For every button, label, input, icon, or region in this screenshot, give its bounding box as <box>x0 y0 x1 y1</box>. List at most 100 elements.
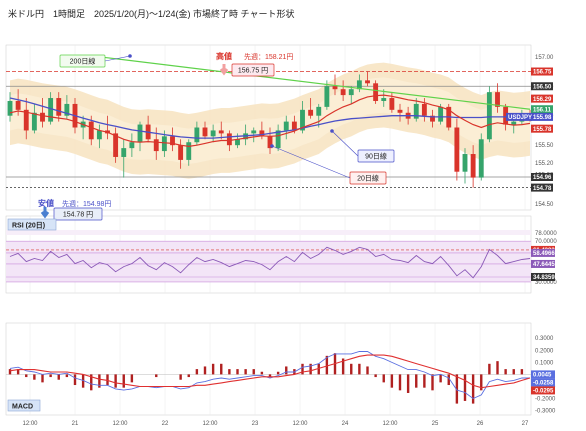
high-label: 高値 <box>216 51 232 61</box>
candle-body <box>202 127 208 137</box>
price-y-tick-label: 155.20 <box>535 161 554 167</box>
x-tick-label: 26 <box>477 421 484 427</box>
high-arrow-icon <box>219 64 229 76</box>
candle-body <box>121 148 127 157</box>
macd-hist-bar <box>358 363 361 375</box>
candle-body <box>23 109 29 131</box>
macd-hist-bar <box>65 374 69 378</box>
ma90-pointer <box>331 130 359 157</box>
x-tick-label: 21 <box>72 421 79 427</box>
candle-body <box>251 130 257 134</box>
price-tag: 154.96 <box>533 175 552 181</box>
rsi-label-box <box>7 218 57 231</box>
macd-hist-bar <box>463 374 467 401</box>
candle-body <box>259 130 265 137</box>
candle-body <box>495 92 500 107</box>
candle-body <box>88 121 94 140</box>
macd-hist-bar <box>179 374 182 380</box>
rsi-y-tick-label: 70.0000 <box>535 239 557 245</box>
candle-body <box>170 136 175 146</box>
macd-hist-bar <box>268 374 272 378</box>
macd-hist-bar <box>431 374 434 391</box>
macd-panel <box>5 322 532 416</box>
macd-hist-bar <box>488 363 491 375</box>
macd-hist-bar <box>366 366 369 375</box>
x-tick-label: 27 <box>522 421 529 427</box>
candle-body <box>137 124 143 143</box>
macd-hist-bar <box>220 363 223 375</box>
candle-body <box>210 130 216 137</box>
ma200-pointer-dot <box>128 54 132 58</box>
signal-line <box>9 354 531 389</box>
macd-hist-bar <box>504 369 507 375</box>
macd-hist-bar <box>447 374 450 386</box>
macd-hist-bar <box>236 369 239 375</box>
macd-hist-bar <box>98 374 101 388</box>
price-tag: 154.78 <box>533 186 552 192</box>
price-tag: 156.11 <box>533 107 552 113</box>
macd-hist-bar <box>520 369 524 375</box>
x-tick-label: 25 <box>432 421 439 427</box>
rsi-tag: 34.8359 <box>533 275 555 281</box>
ma90-pointer-dot <box>330 129 334 133</box>
macd-hist-bar <box>471 374 475 404</box>
high-value: 156.75 円 <box>238 67 268 75</box>
candle-body <box>438 106 444 122</box>
macd-hist-bar <box>423 374 426 388</box>
rsi-tag-bg <box>531 248 555 257</box>
candle-body <box>96 130 102 140</box>
candle-body <box>153 139 159 152</box>
candle-body <box>470 154 476 178</box>
macd-hist-bar <box>155 374 158 378</box>
macd-y-tick-label: 0.2000 <box>535 348 554 354</box>
macd-hist-bar <box>114 374 117 388</box>
price-tag-bg <box>531 183 553 192</box>
candle-body <box>389 98 395 110</box>
rsi-header-band <box>6 230 531 235</box>
macd-hist-bar <box>73 374 77 386</box>
macd-hist-bar <box>90 374 93 391</box>
ma200-pointer <box>104 55 131 62</box>
candle-body <box>348 89 354 96</box>
low-prev-week: 先週：154.98円 <box>62 199 111 208</box>
candle-body <box>365 80 370 84</box>
ma20-pointer-dot <box>270 144 274 148</box>
candle-body <box>194 127 200 143</box>
symbol-tag-bg <box>506 112 532 121</box>
low-label: 安値 <box>38 198 54 208</box>
ma90-line <box>9 97 530 139</box>
macd-hist-bar <box>276 371 280 375</box>
macd-hist-bar <box>512 369 515 375</box>
candle-body <box>291 121 297 131</box>
ma20-line <box>9 94 531 148</box>
macd-hist-bar <box>406 374 410 393</box>
macd-hist-bar <box>415 374 418 388</box>
macd-hist-bar <box>374 374 377 378</box>
candle-body <box>161 136 167 152</box>
candle-body <box>226 133 232 146</box>
low-value: 154.78 円 <box>63 211 93 219</box>
candle-body <box>129 142 135 149</box>
macd-hist-bar <box>195 369 199 375</box>
macd-hist-bar <box>309 363 312 375</box>
candle-body <box>218 130 224 134</box>
macd-hist-bar <box>187 374 190 378</box>
candle-body <box>300 109 305 131</box>
x-tick-label: 12:00 <box>292 421 308 427</box>
macd-line <box>9 351 530 400</box>
candle-body <box>275 130 281 149</box>
macd-hist-bar <box>244 369 247 375</box>
high-prev-week: 先週：158.21円 <box>244 52 293 61</box>
candle-body <box>7 100 13 116</box>
low-arrow-icon <box>40 207 50 219</box>
price-tag-bg <box>531 112 553 121</box>
macd-y-tick-label: 0.1000 <box>535 360 554 366</box>
candle-body <box>462 154 468 172</box>
macd-hist-bar <box>398 374 402 391</box>
macd-tag-bg <box>531 370 555 379</box>
ma200-line <box>99 56 531 110</box>
candle-body <box>430 115 435 122</box>
symbol-tag: USDJPY <box>508 115 532 121</box>
macd-hist-bar <box>455 374 459 404</box>
